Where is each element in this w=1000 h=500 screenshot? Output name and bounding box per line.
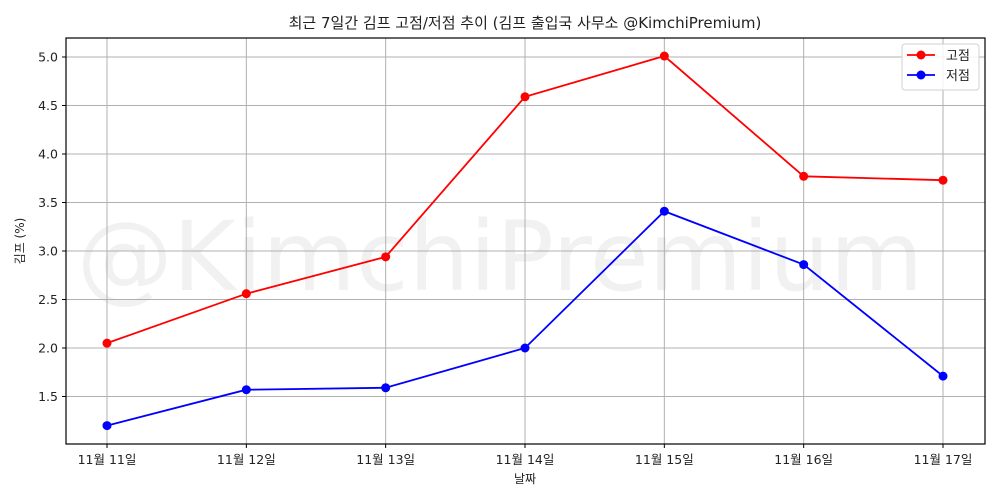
y-tick-label: 1.5: [38, 389, 58, 404]
data-point: [659, 51, 669, 61]
data-point: [659, 206, 669, 216]
x-tick-label: 11월 11일: [78, 452, 137, 467]
legend-marker-icon: [916, 70, 926, 80]
legend-item-low: 저점: [907, 69, 970, 84]
data-point: [241, 385, 251, 395]
data-point: [520, 343, 530, 353]
series-low: [102, 206, 948, 431]
legend-item-high: 고점: [907, 49, 970, 64]
data-point: [799, 171, 809, 181]
y-axis-ticks: 1.5 2.0 2.5 3.0 3.5 4.0 4.5 5.0: [38, 50, 66, 404]
data-point: [938, 175, 948, 185]
y-tick-label: 3.5: [38, 195, 58, 210]
y-tick-label: 2.5: [38, 292, 58, 307]
data-point: [938, 371, 948, 381]
watermark: @KimchiPremium: [77, 201, 924, 313]
x-tick-label: 11월 14일: [496, 452, 555, 467]
data-point: [102, 421, 112, 431]
x-axis-ticks: 11월 11일 11월 12일 11월 13일 11월 14일 11월 15일 11월 1…: [78, 444, 973, 467]
data-point: [381, 252, 391, 262]
x-tick-label: 11월 15일: [635, 452, 694, 467]
x-tick-label: 11월 12일: [217, 452, 276, 467]
y-tick-label: 4.5: [38, 98, 58, 113]
legend-label-high: 고점: [946, 49, 970, 64]
chart-title: 최근 7일간 김프 고점/저점 추이 (김프 출입국 사무소 @KimchiPr…: [289, 14, 762, 32]
y-tick-label: 4.0: [38, 147, 58, 162]
y-axis-label: 김프 (%): [13, 218, 27, 265]
y-tick-label: 3.0: [38, 244, 58, 259]
x-tick-label: 11월 13일: [356, 452, 415, 467]
legend-marker-icon: [916, 50, 926, 60]
x-tick-label: 11월 17일: [914, 452, 973, 467]
series-high: [102, 51, 948, 348]
y-tick-label: 5.0: [38, 50, 58, 65]
y-tick-label: 2.0: [38, 341, 58, 356]
data-point: [381, 383, 391, 393]
grid-lines: [66, 38, 985, 444]
x-tick-label: 11월 16일: [774, 452, 833, 467]
series-layer: [102, 51, 948, 431]
data-point: [102, 338, 112, 348]
x-axis-label: 날짜: [514, 472, 536, 486]
legend: 고점 저점: [901, 43, 980, 91]
data-point: [520, 92, 530, 102]
data-point: [241, 289, 251, 299]
data-point: [799, 260, 809, 270]
legend-label-low: 저점: [946, 69, 970, 84]
